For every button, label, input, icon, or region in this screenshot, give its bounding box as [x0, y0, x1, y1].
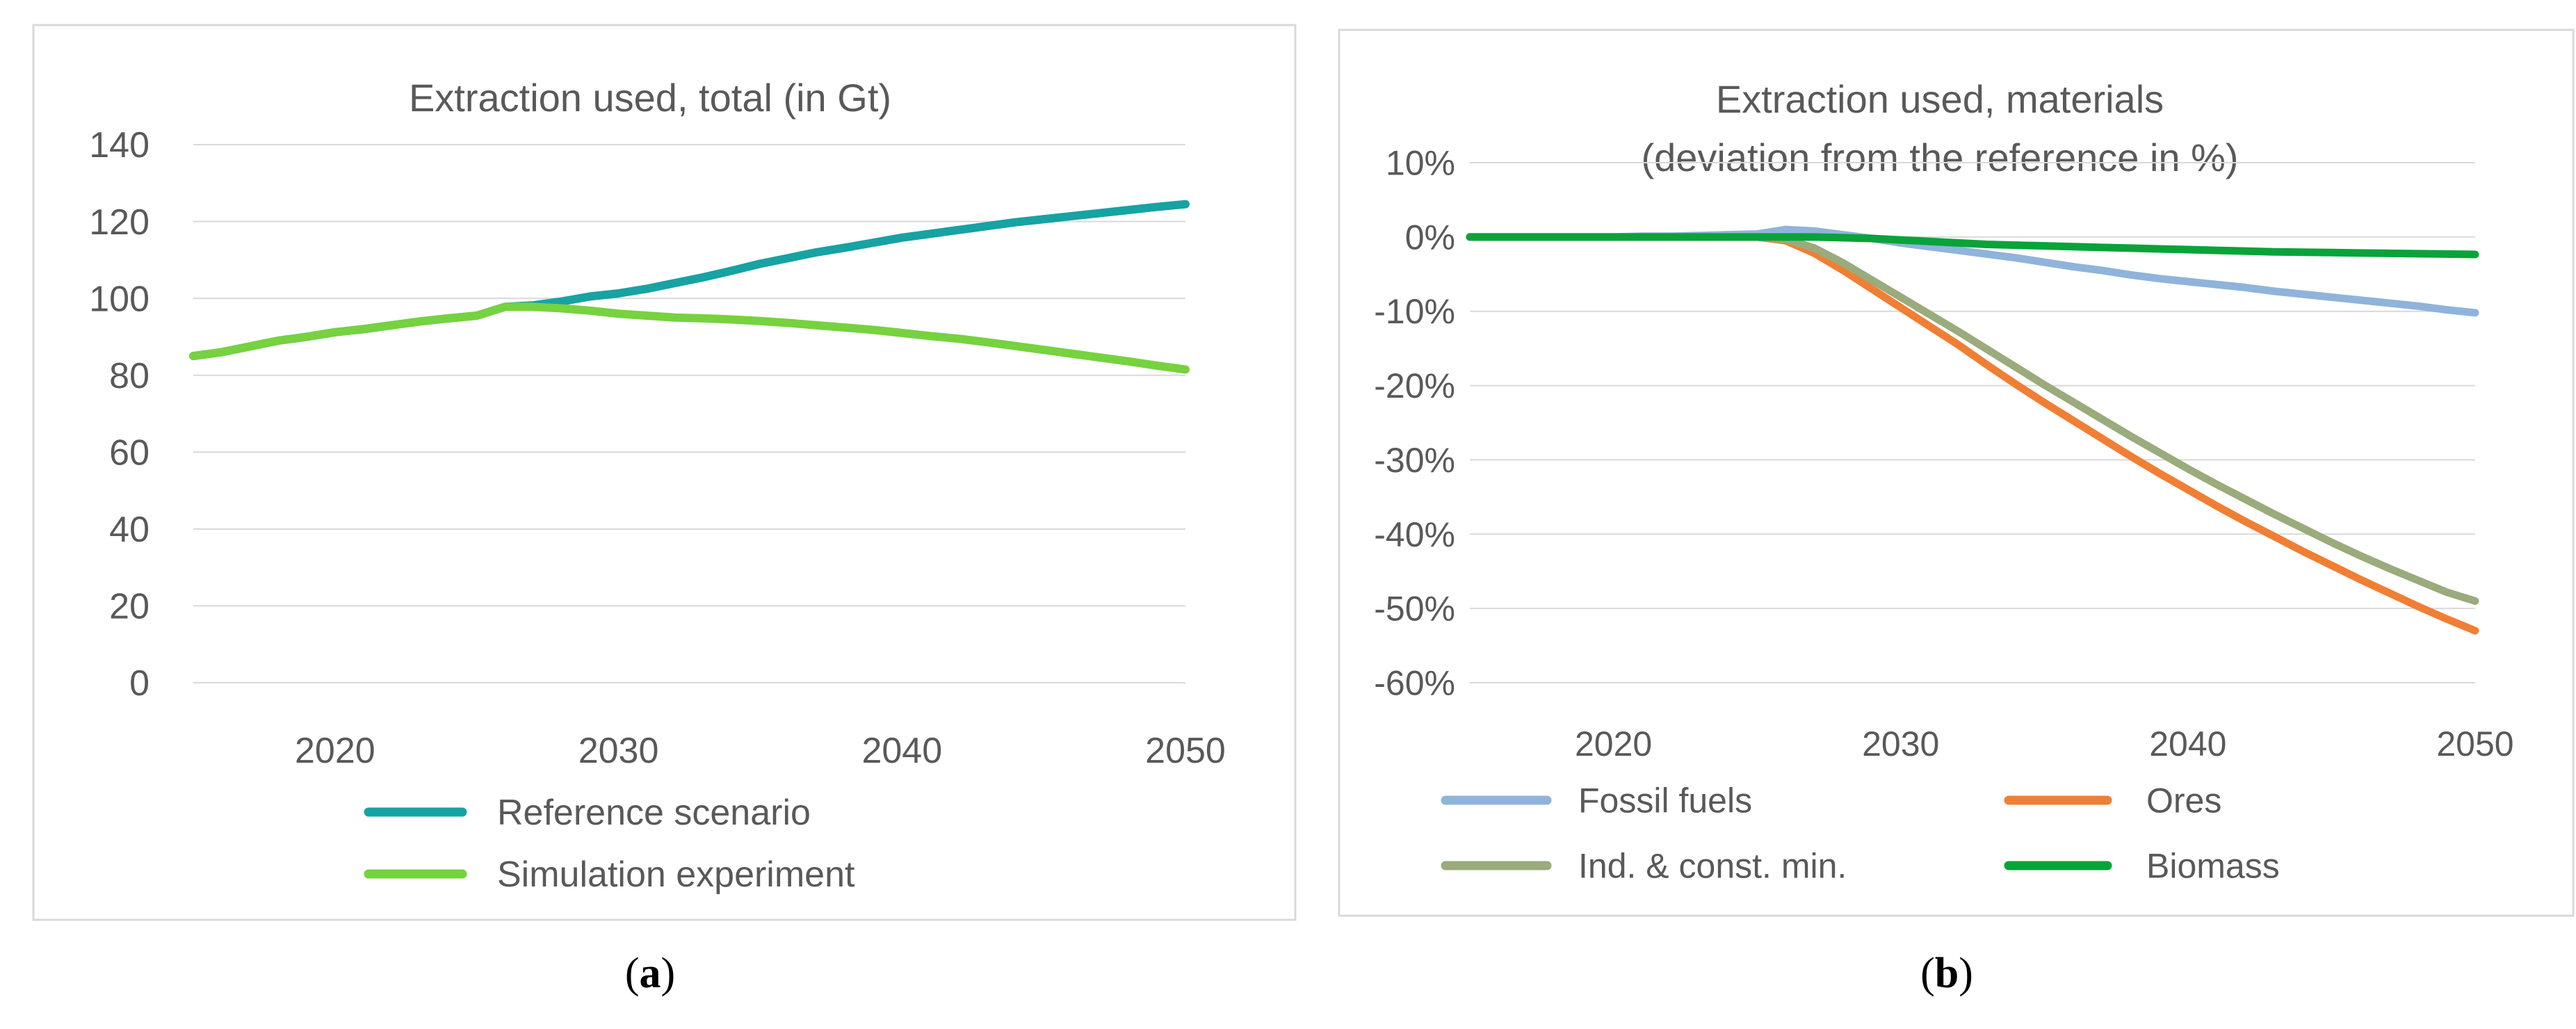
panel-a-legend: Reference scenario Simulation experiment: [364, 793, 855, 895]
panel-a-y-tick-label: 80: [109, 356, 149, 396]
panel-a-y-ticks: 0 20 40 60 80 100 120 140: [89, 125, 149, 704]
panel-a-legend-label-simulation-experiment: Simulation experiment: [497, 854, 855, 895]
panel-b-caption-open: (: [1920, 950, 1935, 997]
panel-b-x-tick-label-2040: 2040: [2149, 724, 2226, 763]
panel-a-caption-letter: a: [640, 950, 661, 997]
panel-a-x-ticks: 2020 2030 2040 2050: [295, 731, 1226, 771]
panel-b-y-tick-label: -40%: [1374, 515, 1455, 554]
panel-b-legend-label-ores: Ores: [2146, 781, 2221, 820]
panel-b-legend-label-ind-const-min: Ind. & const. min.: [1578, 847, 1847, 886]
panel-a-gridlines: [193, 144, 1185, 683]
panel-a-y-tick-label: 100: [89, 279, 149, 319]
panel-b-y-tick-label: 10%: [1386, 144, 1455, 183]
panel-a-x-tick-label-2040: 2040: [861, 731, 942, 771]
panel-b-y-tick-label: -20%: [1374, 366, 1455, 405]
panel-b-y-tick-label: -30%: [1374, 441, 1455, 480]
panel-a-x-tick-label-2030: 2030: [578, 731, 659, 771]
panel-a-frame: [32, 24, 1297, 921]
panel-b-series-line-biomass: [1466, 233, 2479, 259]
panel-b-x-tick-label-2050: 2050: [2436, 724, 2513, 763]
panel-b-y-tick-label: 0%: [1405, 218, 1455, 257]
panel-a-caption-open: (: [625, 950, 640, 997]
panel-a-y-tick-label: 20: [109, 587, 149, 627]
panel-a-y-tick-label: 60: [109, 432, 149, 473]
panel-a-caption-close: ): [661, 950, 676, 997]
panel-a-series-line-simulation-experiment: [189, 302, 1190, 374]
panel-b-caption-letter: b: [1935, 950, 1959, 997]
panel-b-y-tick-label: -50%: [1374, 590, 1455, 629]
panel-b-x-ticks: 2020 2030 2040 2050: [1575, 724, 2514, 763]
panel-a-x-tick-label-2050: 2050: [1145, 731, 1226, 771]
panel-b-caption-close: ): [1959, 950, 1973, 997]
panel-b-x-tick-label-2020: 2020: [1575, 724, 1652, 763]
panel-a-series: [189, 200, 1190, 374]
panel-b-legend: Fossil fuels Ores Ind. & const. min. Biomas…: [1441, 781, 2280, 886]
panel-b-legend-label-fossil-fuels: Fossil fuels: [1578, 781, 1752, 820]
panel-a-y-tick-label: 120: [89, 202, 149, 243]
panel-a-title: Extraction used, total (in Gt): [409, 76, 891, 120]
panel-b-title-line-2: (deviation from the reference in %): [1641, 136, 2238, 179]
panel-a-y-tick-label: 0: [129, 663, 149, 704]
panel-a-x-tick-label-2020: 2020: [295, 731, 375, 771]
panel-a-y-tick-label: 40: [109, 510, 149, 550]
panel-a: Extraction used, total (in Gt) 020406080…: [32, 24, 1297, 997]
panel-b-x-tick-label-2030: 2030: [1862, 724, 1939, 763]
panel-b-y-tick-label: -60%: [1374, 664, 1455, 703]
panel-b-legend-label-biomass: Biomass: [2146, 847, 2280, 886]
panel-b-y-tick-label: -10%: [1374, 292, 1455, 331]
panel-b-y-ticks: 10% 0% -10% -20% -30% -40% -50% -60%: [1374, 144, 1455, 703]
panel-a-y-tick-label: 140: [89, 125, 149, 165]
panel-b: Extraction used, materials (deviation fr…: [1338, 29, 2575, 997]
panel-a-caption: (a): [625, 950, 675, 997]
panel-b-caption: (b): [1920, 950, 1973, 997]
panel-a-legend-label-reference-scenario: Reference scenario: [497, 793, 811, 833]
panel-b-frame: [1338, 29, 2575, 917]
panel-b-series: [1466, 225, 2479, 635]
panel-b-title-line-1: Extraction used, materials: [1716, 77, 2164, 121]
